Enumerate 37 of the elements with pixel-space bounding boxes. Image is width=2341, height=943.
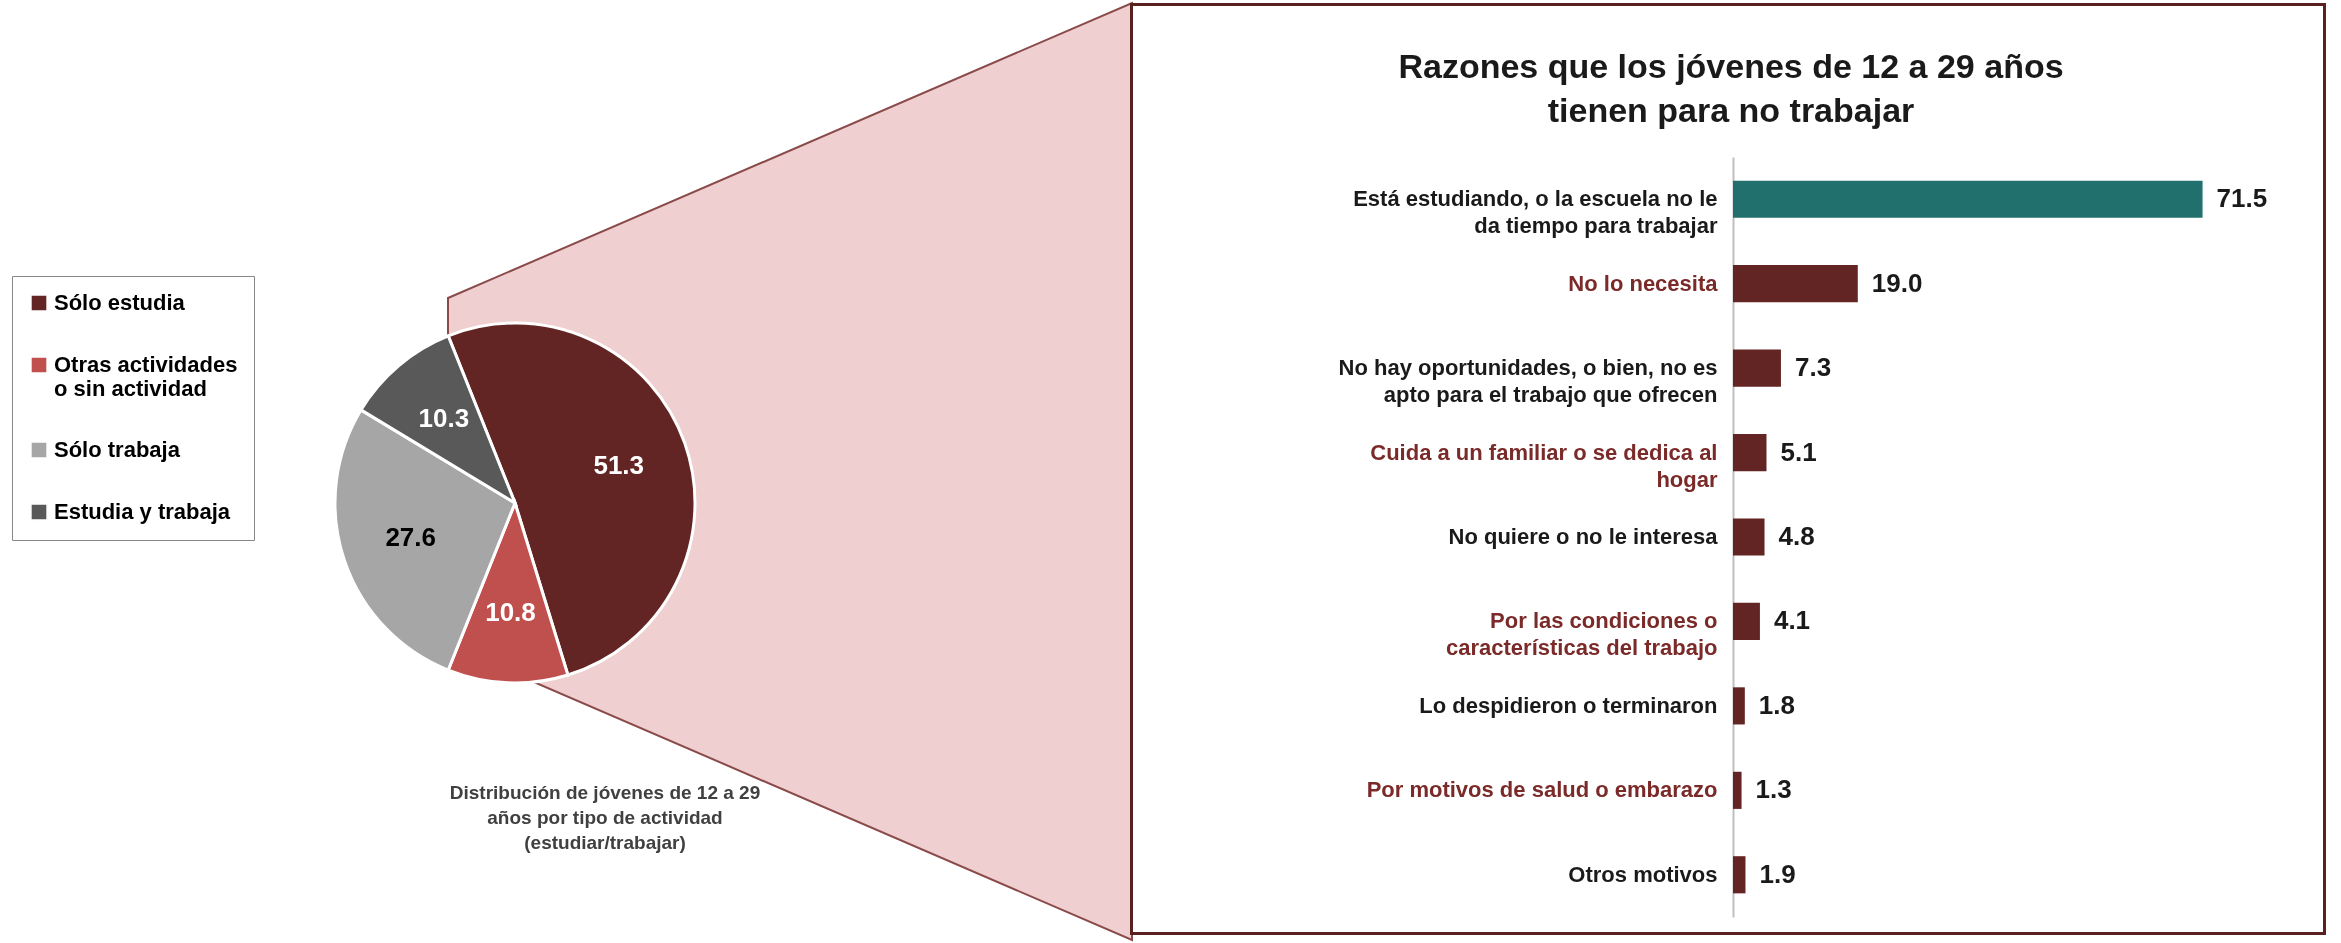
y-tick-label: No hay oportunidades, o bien, no es apto para el trabajo que ofrecen <box>1338 355 1718 408</box>
bar <box>1733 349 1781 387</box>
data-label: 27.6 <box>385 521 437 552</box>
data-label: 71.5 <box>2216 183 2268 214</box>
y-tick-label: Por las condiciones o características del trabajo <box>1446 608 1718 661</box>
legend-label: Sólo estudia <box>54 290 186 315</box>
data-label: 4.1 <box>1773 605 1811 636</box>
data-label: 7.3 <box>1794 352 1832 383</box>
data-label: 5.1 <box>1780 436 1817 467</box>
data-label: 4.8 <box>1778 521 1815 551</box>
bar <box>1733 687 1745 725</box>
data-label: 10.8 <box>485 596 536 627</box>
bar <box>1733 433 1767 472</box>
y-tick-label: No quiere o no le interesa <box>1448 524 1719 549</box>
bar <box>1733 856 1746 894</box>
text: Distribución de jóvenes de 12 a 29 años por tipo de actividad (estudiar/trabajar) <box>449 782 761 853</box>
data-label: 1.8 <box>1758 689 1795 720</box>
y-tick-label: Por motivos de salud o embarazo <box>1366 777 1718 803</box>
y-tick-label: No lo necesita <box>1568 270 1719 296</box>
legend-label: Otras actividades o sin actividad <box>54 352 238 401</box>
y-tick-label: Cuida a un familiar o se dedica al hogar <box>1370 439 1718 492</box>
data-label: 51.3 <box>593 450 645 481</box>
data-label: 10.3 <box>418 403 470 434</box>
bar <box>1733 518 1765 556</box>
y-tick-label: Otros motivos <box>1568 861 1718 887</box>
legend-label: Sólo trabaja <box>54 437 181 462</box>
data-label: 19.0 <box>1871 267 1923 298</box>
legend-label: Estudia y trabaja <box>54 499 231 524</box>
y-tick-label: Lo despidieron o terminaron <box>1419 692 1718 718</box>
bar <box>1733 771 1742 809</box>
y-tick-label: Está estudiando, o la escuela no le da tiempo para trabajar <box>1353 186 1718 239</box>
bar <box>1733 602 1760 641</box>
data-label: 1.3 <box>1755 774 1792 805</box>
bar <box>1733 265 1858 303</box>
data-label: 1.9 <box>1759 858 1796 889</box>
bar <box>1733 180 2203 218</box>
chart-title: Razones que los jóvenes de 12 a 29 años tienen para no trabajar <box>1398 47 2064 129</box>
